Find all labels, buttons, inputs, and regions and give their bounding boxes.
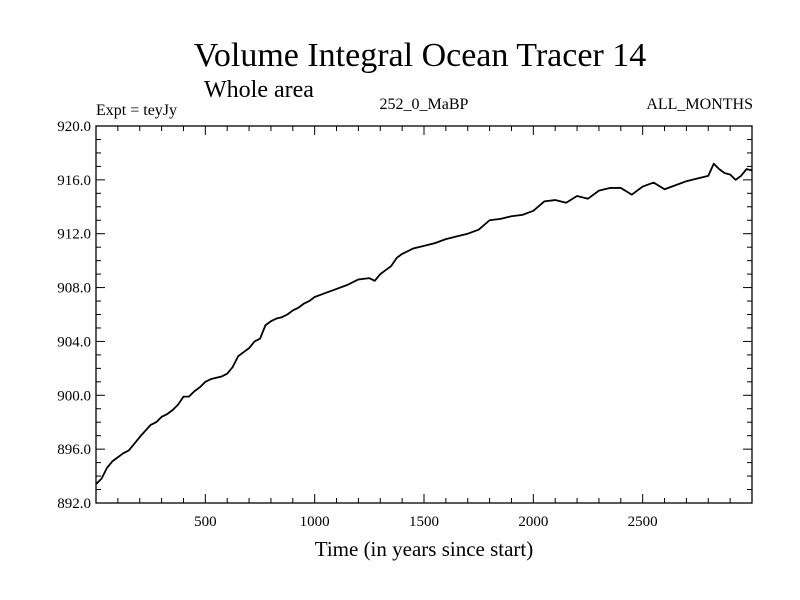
- x-tick-label: 2500: [628, 514, 658, 530]
- y-tick-label: 904.0: [57, 334, 91, 350]
- x-tick-label: 500: [194, 514, 217, 530]
- x-tick-label: 1000: [300, 514, 330, 530]
- y-axis-tick-labels: 892.0 896.0 900.0 904.0 908.0 912.0 916.0 920.0: [57, 119, 91, 512]
- y-tick-label: 892.0: [57, 496, 91, 512]
- y-tick-label: 896.0: [57, 442, 91, 458]
- series-layer: [95, 162, 753, 485]
- y-tick-label: 920.0: [57, 119, 91, 135]
- header-right-label: ALL_MONTHS: [646, 96, 753, 113]
- chart-title: Volume Integral Ocean Tracer 14: [194, 37, 647, 74]
- y-axis-ticks: [96, 138, 752, 491]
- x-tick-label: 2000: [518, 514, 548, 530]
- header-center-label: 252_0_MaBP: [380, 96, 469, 113]
- x-tick-label: 1500: [409, 514, 439, 530]
- y-tick-label: 916.0: [57, 173, 91, 189]
- x-axis-label: Time (in years since start): [315, 537, 534, 561]
- series-line: [95, 162, 753, 485]
- header-left-label: Expt = teyJy: [96, 102, 177, 119]
- x-axis-tick-labels: 500 1000 1500 2000 2500: [194, 514, 658, 530]
- y-tick-label: 908.0: [57, 281, 91, 297]
- y-tick-label: 912.0: [57, 227, 91, 243]
- y-tick-label: 900.0: [57, 388, 91, 404]
- chart-subtitle: Whole area: [204, 77, 314, 103]
- x-axis-ticks: [117, 126, 731, 503]
